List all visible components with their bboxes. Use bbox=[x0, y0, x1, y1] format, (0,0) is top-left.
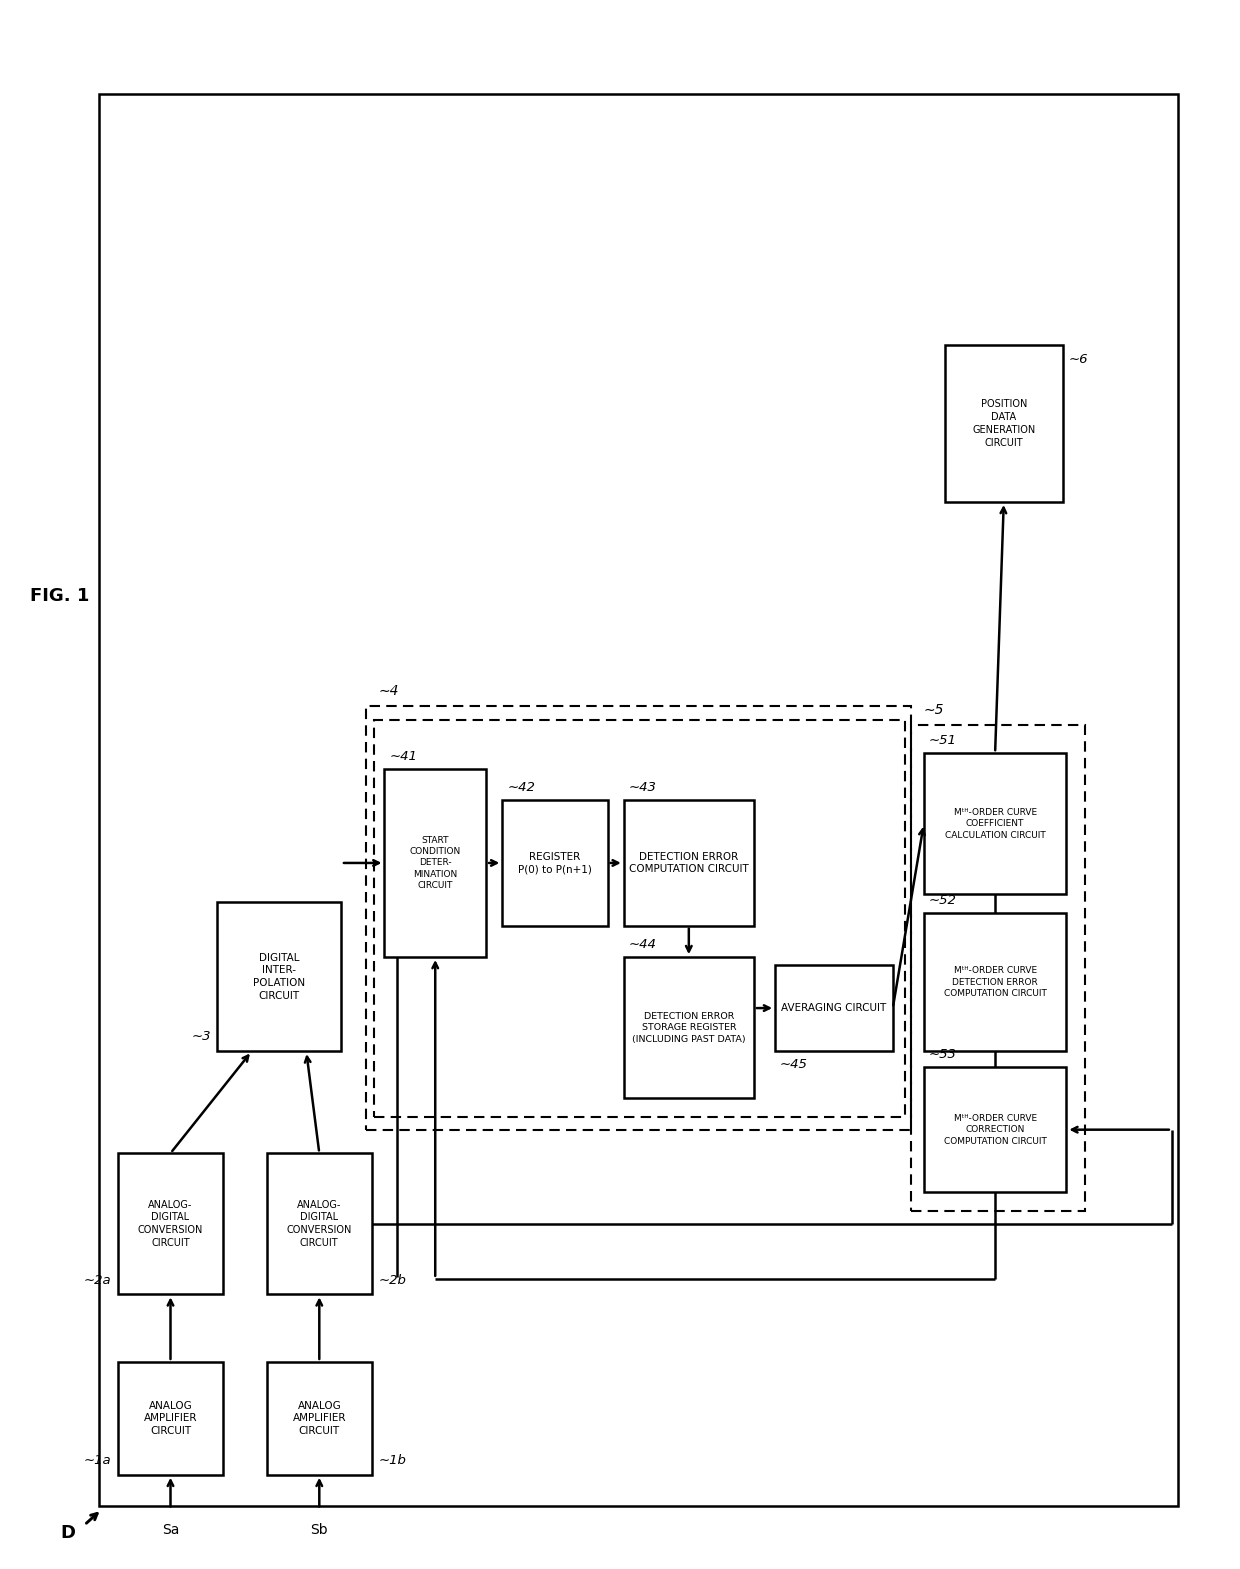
Bar bbox=[924, 913, 1066, 1051]
Bar bbox=[267, 1153, 372, 1294]
Text: ∼5: ∼5 bbox=[924, 703, 945, 717]
Text: FIG. 1: FIG. 1 bbox=[30, 587, 89, 606]
Text: ∼44: ∼44 bbox=[629, 938, 656, 951]
Text: ∼1b: ∼1b bbox=[378, 1454, 405, 1467]
Text: ∼53: ∼53 bbox=[929, 1048, 956, 1061]
Text: DIGITAL
INTER-
POLATION
CIRCUIT: DIGITAL INTER- POLATION CIRCUIT bbox=[253, 952, 305, 1001]
Text: ∼45: ∼45 bbox=[780, 1058, 807, 1070]
Text: REGISTER
P(0) to P(n+1): REGISTER P(0) to P(n+1) bbox=[518, 852, 591, 874]
Bar bbox=[624, 800, 754, 926]
Bar bbox=[924, 753, 1066, 894]
Text: ANALOG-
DIGITAL
CONVERSION
CIRCUIT: ANALOG- DIGITAL CONVERSION CIRCUIT bbox=[138, 1200, 203, 1247]
Text: ∼43: ∼43 bbox=[629, 781, 656, 794]
Text: ∼51: ∼51 bbox=[929, 734, 956, 747]
Text: DETECTION ERROR
STORAGE REGISTER
(INCLUDING PAST DATA): DETECTION ERROR STORAGE REGISTER (INCLUD… bbox=[632, 1012, 745, 1043]
Text: Sb: Sb bbox=[310, 1523, 329, 1536]
Bar bbox=[775, 965, 893, 1051]
Text: Sa: Sa bbox=[161, 1523, 180, 1536]
Text: AVERAGING CIRCUIT: AVERAGING CIRCUIT bbox=[781, 1003, 887, 1014]
Text: ∼41: ∼41 bbox=[389, 750, 417, 763]
Bar bbox=[945, 345, 1063, 502]
Bar bbox=[374, 720, 905, 1117]
Text: ANALOG
AMPLIFIER
CIRCUIT: ANALOG AMPLIFIER CIRCUIT bbox=[293, 1401, 346, 1436]
Bar bbox=[366, 706, 911, 1130]
Text: ∼1a: ∼1a bbox=[84, 1454, 112, 1467]
Text: ANALOG
AMPLIFIER
CIRCUIT: ANALOG AMPLIFIER CIRCUIT bbox=[144, 1401, 197, 1436]
Text: Mᵗᴴ-ORDER CURVE
COEFFICIENT
CALCULATION CIRCUIT: Mᵗᴴ-ORDER CURVE COEFFICIENT CALCULATION … bbox=[945, 808, 1045, 839]
Bar bbox=[384, 769, 486, 957]
Text: ∼52: ∼52 bbox=[929, 894, 956, 907]
Bar bbox=[99, 94, 1178, 1506]
Text: ∼42: ∼42 bbox=[507, 781, 534, 794]
Text: ∼6: ∼6 bbox=[1069, 353, 1089, 366]
Text: DETECTION ERROR
COMPUTATION CIRCUIT: DETECTION ERROR COMPUTATION CIRCUIT bbox=[629, 852, 749, 874]
Bar bbox=[217, 902, 341, 1051]
Text: Mᵗᴴ-ORDER CURVE
CORRECTION
COMPUTATION CIRCUIT: Mᵗᴴ-ORDER CURVE CORRECTION COMPUTATION C… bbox=[944, 1114, 1047, 1145]
Text: Mᵗᴴ-ORDER CURVE
DETECTION ERROR
COMPUTATION CIRCUIT: Mᵗᴴ-ORDER CURVE DETECTION ERROR COMPUTAT… bbox=[944, 967, 1047, 998]
Bar bbox=[624, 957, 754, 1098]
Text: START
CONDITION
DETER-
MINATION
CIRCUIT: START CONDITION DETER- MINATION CIRCUIT bbox=[409, 836, 461, 890]
Bar bbox=[924, 1067, 1066, 1192]
Text: POSITION
DATA
GENERATION
CIRCUIT: POSITION DATA GENERATION CIRCUIT bbox=[972, 400, 1035, 447]
Text: ANALOG-
DIGITAL
CONVERSION
CIRCUIT: ANALOG- DIGITAL CONVERSION CIRCUIT bbox=[286, 1200, 352, 1247]
Bar bbox=[502, 800, 608, 926]
Bar bbox=[267, 1362, 372, 1475]
Text: ∼3: ∼3 bbox=[191, 1031, 211, 1043]
Text: D: D bbox=[61, 1523, 76, 1542]
Bar bbox=[118, 1362, 223, 1475]
Bar bbox=[911, 725, 1085, 1211]
Text: ∼2a: ∼2a bbox=[84, 1274, 112, 1287]
Text: ∼2b: ∼2b bbox=[378, 1274, 405, 1287]
Bar bbox=[118, 1153, 223, 1294]
Text: ∼4: ∼4 bbox=[378, 684, 399, 698]
